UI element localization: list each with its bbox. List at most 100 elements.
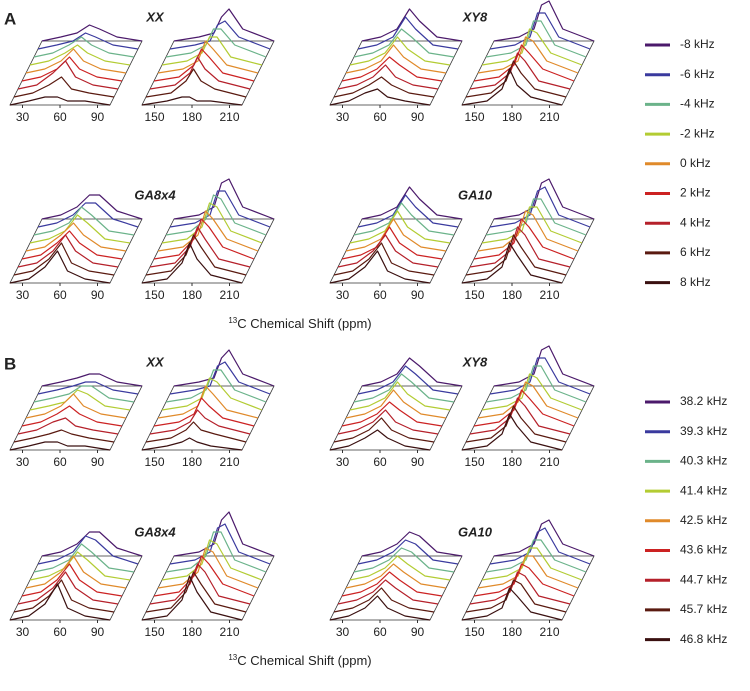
spectrum-trace bbox=[329, 595, 431, 621]
spectrum-trace bbox=[357, 16, 459, 50]
legend-label: 42.5 kHz bbox=[680, 513, 727, 527]
legend-label: 46.8 kHz bbox=[680, 632, 727, 646]
spectrum-trace bbox=[341, 56, 443, 82]
spectrum-trace bbox=[489, 357, 591, 395]
x-axis-label-main: C Chemical Shift (ppm) bbox=[237, 653, 371, 668]
x-tick-label: 90 bbox=[91, 455, 105, 469]
x-axis-label-sup: 13 bbox=[228, 316, 237, 325]
spectrum-trace bbox=[169, 190, 271, 228]
spectrum-trace bbox=[173, 511, 275, 557]
x-axis-label-main: C Chemical Shift (ppm) bbox=[237, 316, 371, 331]
spectrum-trace bbox=[41, 194, 143, 220]
spectrum-trace bbox=[149, 563, 251, 605]
spectrum-trace bbox=[41, 531, 143, 557]
spectrum-trace bbox=[345, 218, 447, 252]
x-tick-label: 210 bbox=[219, 625, 239, 639]
spectrum-trace bbox=[349, 555, 451, 581]
spectrum-trace bbox=[145, 421, 247, 443]
x-tick-label: 30 bbox=[336, 110, 350, 124]
spectrum-trace bbox=[361, 357, 463, 387]
x-tick-label: 60 bbox=[53, 625, 67, 639]
spectrum-trace bbox=[141, 242, 243, 284]
spectrum-trace bbox=[473, 389, 575, 427]
spectrum-trace bbox=[481, 28, 583, 66]
x-tick-label: 150 bbox=[464, 110, 484, 124]
x-tick-label: 30 bbox=[16, 455, 30, 469]
legend-label: 2 kHz bbox=[680, 186, 711, 200]
x-tick-label: 180 bbox=[182, 625, 202, 639]
spectrum-trace bbox=[353, 28, 455, 58]
spectrum-trace bbox=[349, 210, 451, 244]
spectrum-trace bbox=[145, 234, 247, 276]
spectrum-trace bbox=[17, 417, 119, 435]
spectrum-trace bbox=[333, 76, 435, 98]
plot-frame bbox=[461, 218, 595, 284]
spectrum-trace bbox=[477, 210, 579, 252]
spectrum-trace bbox=[157, 547, 259, 589]
spectrum-trace bbox=[153, 218, 255, 260]
x-tick-label: 30 bbox=[336, 625, 350, 639]
x-tick-label: 180 bbox=[182, 288, 202, 302]
spectrum-trace bbox=[341, 571, 443, 597]
spectrum-trace bbox=[161, 202, 263, 244]
legend-label: 39.3 kHz bbox=[680, 424, 727, 438]
spectrum-trace bbox=[353, 547, 455, 573]
x-tick-label: 90 bbox=[411, 288, 425, 302]
spectrum-trace bbox=[13, 429, 115, 443]
spectrum-trace bbox=[13, 76, 115, 98]
x-tick-label: 30 bbox=[16, 625, 30, 639]
spectrum-trace bbox=[9, 96, 111, 106]
spectrum-trace bbox=[481, 373, 583, 411]
x-tick-label: 150 bbox=[144, 625, 164, 639]
spectrum-trace bbox=[485, 198, 587, 236]
spectrum-trace bbox=[25, 48, 127, 74]
spectrum-trace bbox=[17, 234, 119, 268]
subplot-title: XY8 bbox=[462, 354, 488, 369]
spectrum-trace bbox=[169, 20, 271, 50]
spectrum-trace bbox=[29, 214, 131, 244]
plot-frame bbox=[141, 555, 275, 621]
spectrum-trace bbox=[473, 218, 575, 260]
x-tick-label: 180 bbox=[502, 455, 522, 469]
spectrum-trace bbox=[29, 389, 131, 411]
x-tick-label: 60 bbox=[373, 625, 387, 639]
spectrum-trace bbox=[461, 242, 563, 284]
x-tick-label: 60 bbox=[53, 110, 67, 124]
spectrum-trace bbox=[149, 56, 251, 90]
x-tick-label: 90 bbox=[411, 625, 425, 639]
spectrum-trace bbox=[141, 437, 243, 451]
spectrum-trace bbox=[345, 44, 447, 74]
spectrum-trace bbox=[469, 397, 571, 435]
spectrum-trace bbox=[329, 88, 431, 106]
subplot-title: GA8x4 bbox=[134, 524, 176, 539]
spectrum-trace bbox=[345, 389, 447, 419]
spectrum-trace bbox=[13, 579, 115, 613]
x-tick-label: 150 bbox=[144, 110, 164, 124]
legend-label: -6 kHz bbox=[680, 67, 715, 81]
spectrum-trace bbox=[485, 20, 587, 58]
x-tick-label: 30 bbox=[16, 110, 30, 124]
x-tick-label: 60 bbox=[373, 288, 387, 302]
spectrum-trace bbox=[477, 381, 579, 419]
x-tick-label: 210 bbox=[539, 288, 559, 302]
spectrum-trace bbox=[337, 234, 439, 268]
spectrum-trace bbox=[141, 96, 243, 106]
x-tick-label: 150 bbox=[464, 288, 484, 302]
x-tick-label: 90 bbox=[91, 288, 105, 302]
spectrum-trace bbox=[145, 571, 247, 613]
spectrum-trace bbox=[21, 563, 123, 597]
plot-frame bbox=[329, 385, 463, 451]
spectrum-trace bbox=[37, 535, 139, 565]
spectrum-trace bbox=[169, 523, 271, 565]
x-tick-label: 90 bbox=[411, 455, 425, 469]
spectrum-trace bbox=[473, 44, 575, 82]
legend-label: 44.7 kHz bbox=[680, 572, 727, 586]
spectrum-trace bbox=[25, 222, 127, 252]
panel-label: A bbox=[4, 9, 16, 28]
spectrum-trace bbox=[145, 68, 247, 98]
legend-label: 38.2 kHz bbox=[680, 394, 727, 408]
spectrum-trace bbox=[21, 405, 123, 427]
legend-label: -2 kHz bbox=[680, 126, 715, 140]
plot-frame bbox=[461, 385, 595, 451]
spectrum-trace bbox=[481, 547, 583, 581]
